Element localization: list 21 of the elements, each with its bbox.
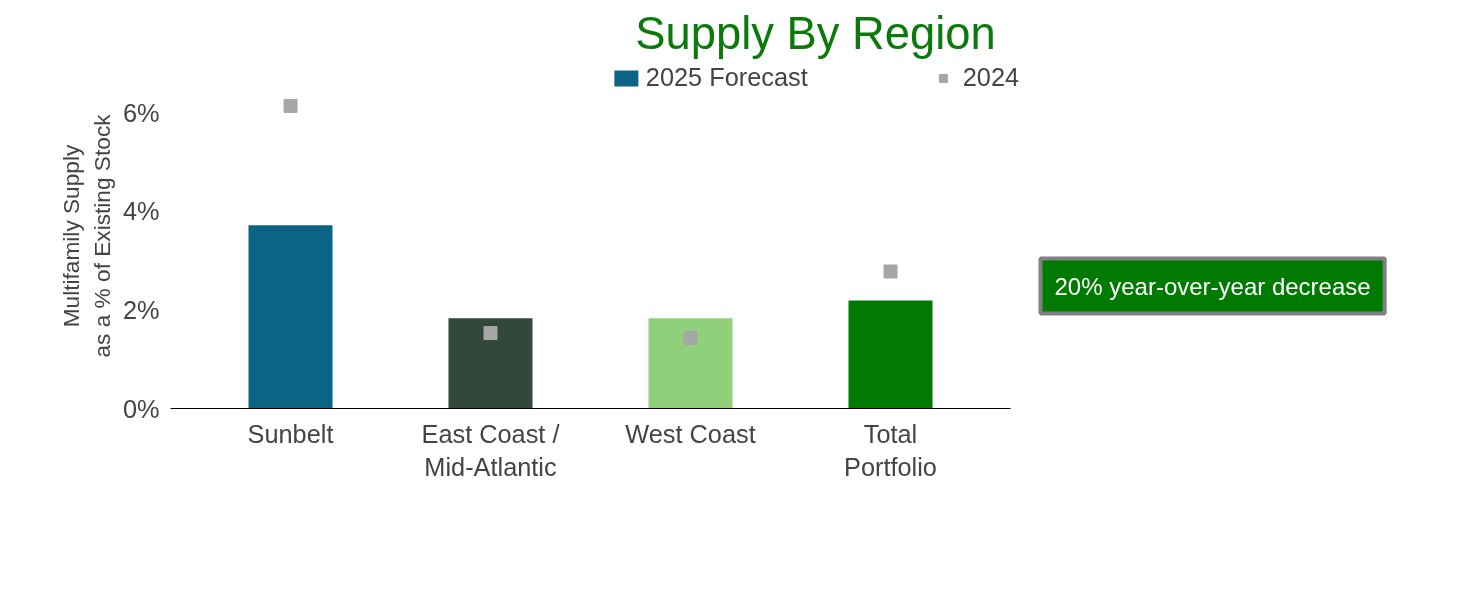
bar — [648, 318, 733, 409]
y-tick-label: 6% — [122, 98, 160, 127]
chart-title: Supply By Region — [635, 7, 996, 59]
legend-label: 2025 Forecast — [645, 63, 808, 92]
x-tick-label: Total Portfolio — [844, 419, 937, 482]
bar — [248, 225, 333, 409]
legend-label: 2024 — [962, 63, 1020, 92]
x-tick-label: Sunbelt — [247, 419, 334, 448]
x-tick-label: West Coast — [625, 419, 756, 448]
point — [283, 98, 298, 113]
y-tick-label: 4% — [122, 197, 160, 226]
y-axis-title: Multifamily Supply as a % of Existing Stock — [57, 113, 115, 358]
x-tick-label: East Coast / Mid-Atlantic — [421, 419, 561, 482]
point — [483, 326, 498, 341]
text: 20% year-over-year decrease — [1054, 272, 1371, 300]
y-tick-label: 2% — [122, 295, 160, 324]
bar — [848, 300, 933, 409]
point — [683, 331, 698, 346]
y-tick-label: 0% — [122, 394, 160, 423]
point — [883, 264, 898, 279]
bar — [448, 318, 533, 409]
